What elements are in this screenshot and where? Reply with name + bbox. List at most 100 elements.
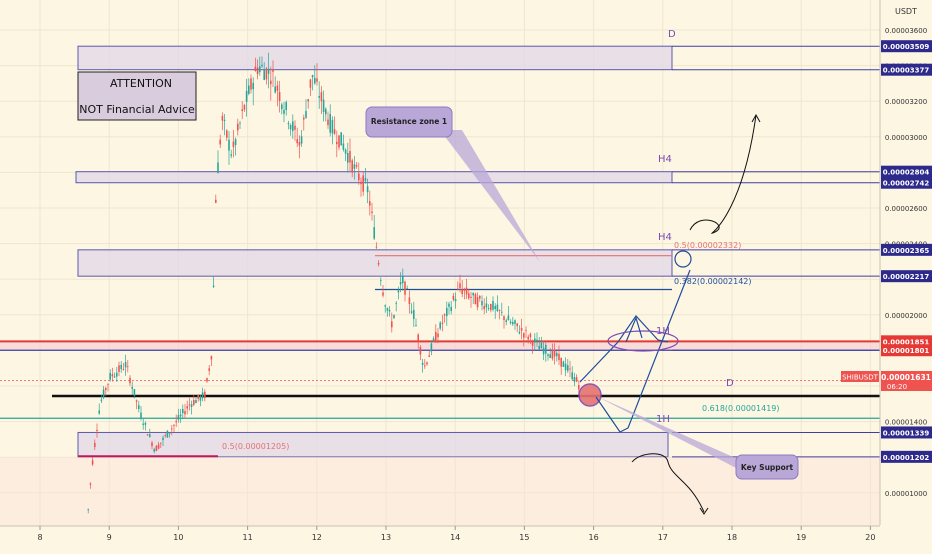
- candle-body: [417, 334, 419, 342]
- price-label-tag: [881, 344, 932, 357]
- candle-body: [520, 327, 523, 331]
- candle-body: [179, 414, 182, 417]
- candle-body: [360, 181, 362, 185]
- candles-layer: [85, 52, 580, 535]
- candle-body: [307, 99, 309, 102]
- drawings-layer: [578, 113, 761, 515]
- x-tick-label: 17: [658, 533, 668, 542]
- x-tick-label: 8: [37, 533, 42, 542]
- candle-body: [311, 75, 314, 78]
- candle-body: [157, 444, 160, 449]
- candle-body: [226, 130, 228, 138]
- horizontal-lines-layer: [0, 45, 880, 458]
- zone-label-1h-mid: 1H: [656, 326, 670, 337]
- candle-body: [474, 293, 477, 305]
- candle-body: [386, 308, 389, 311]
- x-tick-label: 20: [865, 533, 875, 542]
- candle-body: [410, 311, 413, 313]
- candle-body: [571, 372, 573, 380]
- candle-body: [446, 307, 448, 317]
- candle-body: [190, 404, 193, 408]
- candle-body: [391, 321, 393, 328]
- price-label-tag: [881, 40, 932, 53]
- candle-body: [193, 400, 195, 405]
- projection-peak: [625, 316, 643, 343]
- candle-body: [248, 85, 250, 94]
- candle-body: [468, 293, 470, 299]
- candle-body: [441, 322, 444, 324]
- candle-body: [454, 299, 457, 302]
- current-price-tag[interactable]: SHIBUSDT 0.00001631 06:20: [841, 371, 932, 391]
- candle-body: [285, 101, 287, 111]
- candle-body: [450, 306, 452, 311]
- candle-body: [129, 377, 131, 384]
- candle-body: [96, 429, 98, 431]
- candle-body: [369, 201, 371, 206]
- zone-1h-low: [77, 431, 669, 458]
- zone-h4-upper: [75, 171, 673, 184]
- candle-body: [452, 295, 455, 300]
- candle-body: [567, 365, 569, 371]
- candle-body: [228, 139, 230, 151]
- candle-body: [208, 368, 210, 371]
- candle-body: [430, 343, 433, 352]
- candle-body: [252, 82, 254, 90]
- candle-body: [256, 67, 259, 75]
- resistance-ellipse: [607, 330, 679, 352]
- candle-body: [305, 111, 307, 118]
- candle-body: [538, 346, 540, 350]
- candle-body: [384, 305, 386, 307]
- candle-body: [531, 342, 534, 346]
- candle-body: [551, 349, 554, 359]
- candle-body: [124, 362, 127, 368]
- candle-body: [320, 92, 323, 102]
- candle-body: [443, 314, 446, 316]
- candle-body: [151, 442, 153, 447]
- candle-body: [393, 315, 395, 318]
- candle-body: [461, 288, 463, 295]
- candle-body: [259, 66, 261, 73]
- candle-body: [265, 68, 268, 80]
- target-circle: [674, 250, 692, 268]
- candle-body: [215, 199, 217, 203]
- x-tick-label: 10: [173, 533, 183, 542]
- y-tick-label: 0.00002600: [885, 205, 927, 213]
- price-labels[interactable]: 0.00003509 0.00003377 0.00002804 0.00002742…: [881, 40, 932, 463]
- x-axis-panel: [0, 526, 932, 550]
- candle-body: [340, 132, 342, 146]
- candle-body: [289, 125, 292, 130]
- candle-body: [276, 85, 279, 91]
- key-support-callout-label: Key Support: [741, 463, 794, 472]
- bullish-arrow-path: [689, 114, 757, 234]
- candle-body: [113, 376, 116, 378]
- candle-body: [272, 69, 274, 72]
- candle-body: [424, 365, 426, 367]
- candle-body: [435, 331, 437, 343]
- y-tick-label: 0.00001000: [885, 490, 927, 498]
- y-tick-label: 0.00003000: [885, 134, 927, 142]
- candle-body: [527, 336, 529, 340]
- resistance-callout[interactable]: Resistance zone 1: [365, 106, 540, 262]
- candle-body: [380, 280, 382, 282]
- candle-body: [261, 64, 263, 67]
- zone-h4-lower: [77, 249, 673, 277]
- key-support-circle: [578, 383, 602, 407]
- candle-body: [292, 121, 294, 131]
- key-support-callout[interactable]: Key Support: [596, 396, 799, 480]
- candle-body: [556, 352, 558, 357]
- candle-body: [168, 432, 171, 434]
- price-label-text: 0.00002365: [883, 247, 930, 255]
- candle-body: [426, 362, 428, 365]
- candle-body: [523, 333, 525, 338]
- zone-label-h4-lower: H4: [658, 232, 672, 243]
- candle-body: [534, 338, 536, 343]
- candle-body: [485, 303, 488, 308]
- candle-body: [501, 311, 503, 313]
- candle-body: [349, 151, 351, 163]
- candle-body: [298, 142, 301, 146]
- candle-body: [234, 139, 237, 146]
- candle-body: [230, 154, 232, 156]
- candle-body: [573, 377, 576, 382]
